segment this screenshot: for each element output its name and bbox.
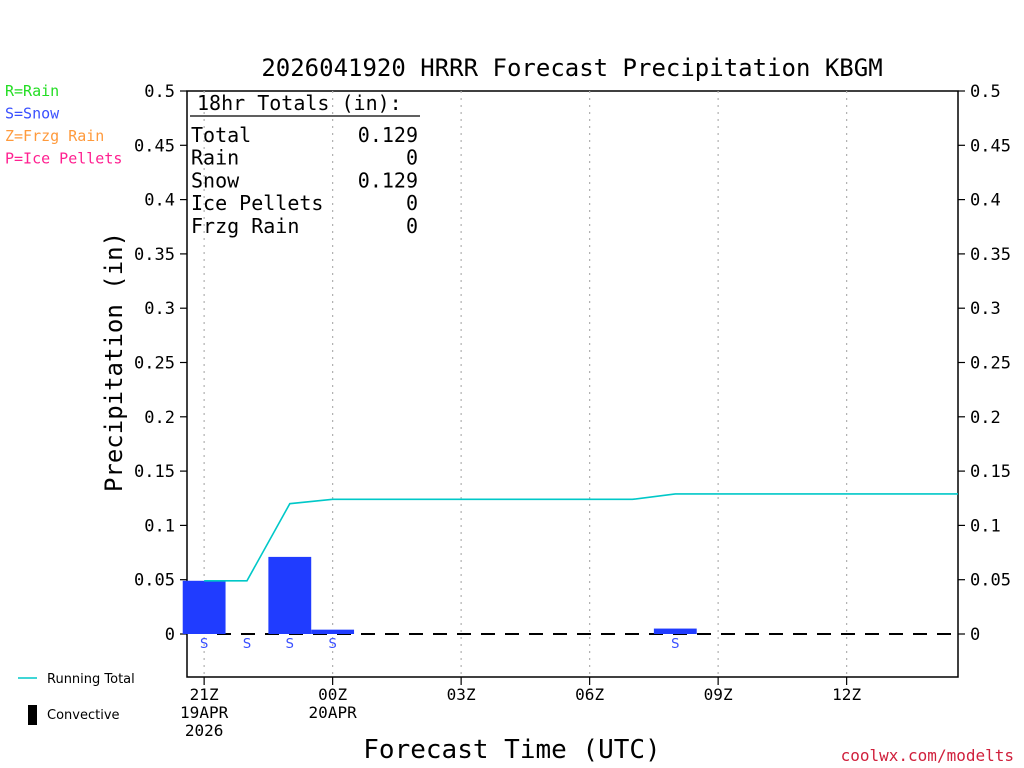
ptype-marker-snow: S bbox=[200, 637, 208, 652]
x-tick-label: 20APR bbox=[309, 703, 358, 722]
totals-label: Total bbox=[191, 123, 251, 147]
totals-value: 0 bbox=[406, 146, 418, 170]
totals-label: Ice Pellets bbox=[191, 191, 323, 215]
running-total-line bbox=[204, 493, 958, 582]
y-axis-left: 0 0.05 0.1 0.15 0.2 0.25 0.3 0.35 0.4 0.45 0.5 bbox=[134, 82, 187, 645]
plot-frame bbox=[186, 90, 959, 678]
totals-label: Snow bbox=[191, 168, 240, 192]
ptype-marker-snow: S bbox=[243, 637, 251, 652]
ptype-legend-item: P=Ice Pellets bbox=[5, 150, 122, 168]
x-tick-label: 09Z bbox=[704, 685, 733, 704]
y-axis-title: Precipitation (in) bbox=[100, 232, 128, 492]
totals-value: 0.129 bbox=[358, 168, 418, 192]
x-tick-label: 21Z bbox=[190, 685, 219, 704]
precip-bar bbox=[311, 629, 355, 634]
credit-text: coolwx.com/modelts bbox=[841, 746, 1014, 765]
x-tick-label: 2026 bbox=[185, 721, 224, 740]
y-tick-label-right: 0.5 bbox=[970, 82, 1001, 102]
x-tick-label: 12Z bbox=[832, 685, 861, 704]
y-tick-label-left: 0.45 bbox=[134, 136, 175, 156]
y-tick-label-right: 0.1 bbox=[970, 516, 1001, 536]
totals-value: 0.129 bbox=[358, 123, 418, 147]
precip-bar bbox=[182, 580, 226, 634]
y-tick-label-right: 0.35 bbox=[970, 245, 1011, 265]
x-tick-label: 03Z bbox=[447, 685, 476, 704]
y-axis-right: 0 0.05 0.1 0.15 0.2 0.25 0.3 0.35 0.4 0.45 0.5 bbox=[958, 82, 1011, 645]
totals-value: 0 bbox=[406, 214, 418, 238]
ptype-legend: R=Rain S=Snow Z=Frzg Rain P=Ice Pellets bbox=[5, 82, 122, 168]
precip-bar bbox=[653, 628, 697, 634]
y-tick-label-left: 0.2 bbox=[144, 408, 175, 428]
ptype-marker-snow: S bbox=[671, 637, 679, 652]
y-tick-label-right: 0.4 bbox=[970, 191, 1001, 211]
y-tick-label-left: 0.5 bbox=[144, 82, 175, 102]
ptype-marker-snow: S bbox=[329, 637, 337, 652]
ptype-legend-item: Z=Frzg Rain bbox=[5, 127, 104, 145]
y-tick-label-left: 0.1 bbox=[144, 516, 175, 536]
running-total-polyline bbox=[204, 493, 958, 582]
y-tick-label-right: 0.25 bbox=[970, 354, 1011, 374]
series-legend-label: Running Total bbox=[47, 672, 135, 687]
y-tick-label-left: 0.05 bbox=[134, 571, 175, 591]
y-tick-label-right: 0.3 bbox=[970, 299, 1001, 319]
ptype-marker-snow: S bbox=[286, 637, 294, 652]
precip-bars bbox=[182, 556, 697, 634]
x-tick-label: 06Z bbox=[575, 685, 604, 704]
y-tick-label-right: 0 bbox=[970, 625, 980, 645]
y-tick-label-left: 0.35 bbox=[134, 245, 175, 265]
y-tick-label-right: 0.2 bbox=[970, 408, 1001, 428]
y-tick-label-left: 0.4 bbox=[144, 191, 175, 211]
y-tick-label-left: 0.15 bbox=[134, 462, 175, 482]
totals-header: 18hr Totals (in): bbox=[197, 91, 402, 115]
totals-value: 0 bbox=[406, 191, 418, 215]
x-axis-title: Forecast Time (UTC) bbox=[363, 735, 660, 765]
ptype-legend-item: R=Rain bbox=[5, 82, 59, 100]
x-tick-label: 19APR bbox=[180, 703, 229, 722]
chart-title: 2026041920 HRRR Forecast Precipitation K… bbox=[261, 54, 882, 82]
totals-label: Rain bbox=[191, 146, 239, 170]
x-tick-label: 00Z bbox=[318, 685, 347, 704]
y-tick-label-left: 0.3 bbox=[144, 299, 175, 319]
series-legend-label: Convective bbox=[47, 708, 120, 723]
y-tick-label-right: 0.45 bbox=[970, 136, 1011, 156]
totals-label: Frzg Rain bbox=[191, 214, 299, 238]
y-tick-label-right: 0.05 bbox=[970, 571, 1011, 591]
y-tick-label-right: 0.15 bbox=[970, 462, 1011, 482]
totals-box: 18hr Totals (in): Total 0.129 Rain 0 Snow 0.1… bbox=[190, 91, 420, 238]
precip-bar bbox=[268, 556, 312, 634]
y-tick-label-left: 0.25 bbox=[134, 354, 175, 374]
convective-legend-swatch bbox=[28, 705, 37, 725]
series-legend: Running Total Convective bbox=[18, 672, 135, 725]
ptype-legend-item: S=Snow bbox=[5, 105, 60, 123]
y-tick-label-left: 0 bbox=[165, 625, 175, 645]
